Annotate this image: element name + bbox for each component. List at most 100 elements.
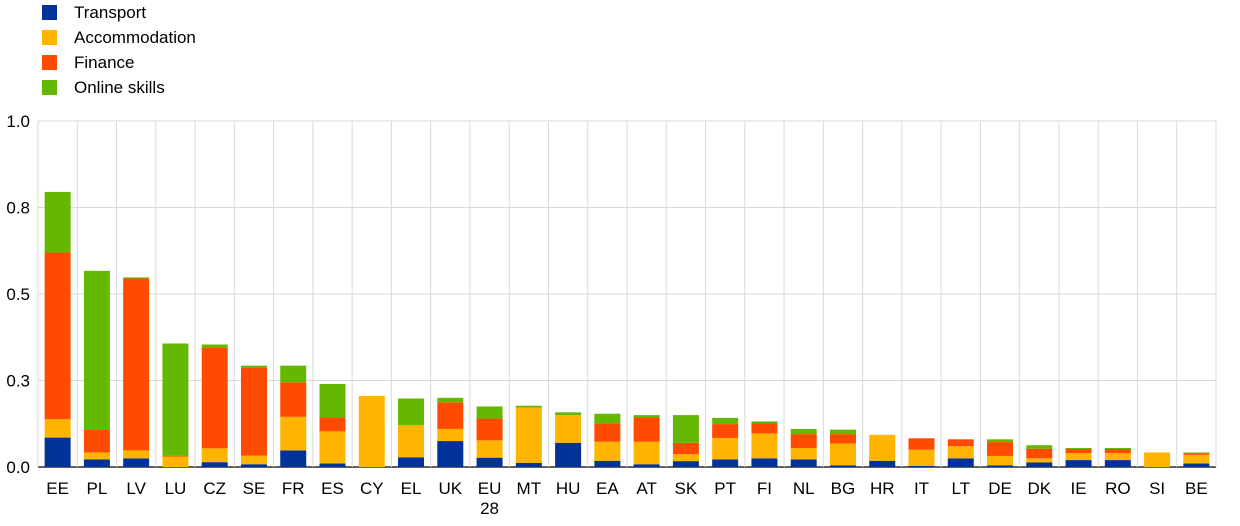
bar-transport-mt bbox=[515, 462, 542, 467]
bar-finance-uk bbox=[437, 402, 464, 429]
legend-item-accommodation: Accommodation bbox=[42, 25, 196, 50]
bar-accommodation-de bbox=[987, 455, 1014, 466]
bar-online-skills-de bbox=[987, 439, 1014, 443]
x-tick-label: SI bbox=[1149, 479, 1165, 498]
bar-online-skills-dk bbox=[1026, 445, 1053, 449]
legend-item-finance: Finance bbox=[42, 50, 196, 75]
bar-transport-dk bbox=[1026, 462, 1053, 467]
x-tick-label: CZ bbox=[203, 479, 226, 498]
bar-finance-ee bbox=[44, 252, 71, 420]
bar-accommodation-be bbox=[1183, 454, 1210, 464]
bar-online-skills-fr bbox=[280, 365, 307, 383]
x-tick-label: 28 bbox=[480, 499, 499, 518]
bar-transport-sk bbox=[672, 461, 699, 467]
legend-swatch-accommodation bbox=[42, 30, 57, 45]
x-tick-label: IT bbox=[914, 479, 929, 498]
x-tick-label: FR bbox=[282, 479, 305, 498]
bar-finance-be bbox=[1183, 453, 1210, 455]
bar-transport-bg bbox=[829, 465, 856, 467]
bar-accommodation-cy bbox=[358, 396, 385, 467]
x-tick-label: HU bbox=[556, 479, 581, 498]
bar-transport-de bbox=[987, 465, 1014, 467]
x-tick-label: EA bbox=[596, 479, 619, 498]
bar-online-skills-ro bbox=[1104, 447, 1131, 450]
bar-transport-hu bbox=[555, 442, 582, 467]
bar-finance-se bbox=[240, 367, 267, 456]
bar-finance-ro bbox=[1104, 449, 1131, 454]
x-tick-label: HR bbox=[870, 479, 895, 498]
bar-finance-bg bbox=[829, 434, 856, 444]
bar-online-skills-ea bbox=[594, 413, 621, 424]
bar-online-skills-ee bbox=[44, 191, 71, 253]
bar-finance-dk bbox=[1026, 448, 1053, 459]
legend-label-transport: Transport bbox=[74, 3, 147, 22]
bar-online-skills-pl bbox=[83, 270, 110, 430]
x-tick-label: PT bbox=[714, 479, 736, 498]
bar-transport-se bbox=[240, 464, 267, 467]
x-tick-label: DE bbox=[988, 479, 1012, 498]
legend-swatch-online-skills bbox=[42, 80, 57, 95]
bar-finance-eu-28 bbox=[476, 418, 503, 441]
bar-accommodation-sk bbox=[672, 454, 699, 462]
x-tick-label: RO bbox=[1105, 479, 1131, 498]
bar-accommodation-si bbox=[1144, 452, 1171, 467]
bar-online-skills-be bbox=[1183, 452, 1210, 454]
bar-accommodation-at bbox=[633, 441, 660, 465]
x-tick-label: MT bbox=[517, 479, 542, 498]
bar-accommodation-dk bbox=[1026, 458, 1053, 463]
bar-finance-lu bbox=[162, 455, 189, 457]
legend-label-online-skills: Online skills bbox=[74, 78, 165, 97]
x-tick-label: DK bbox=[1027, 479, 1051, 498]
bar-accommodation-se bbox=[240, 455, 267, 465]
bar-finance-cz bbox=[201, 347, 228, 449]
bar-transport-at bbox=[633, 464, 660, 467]
x-tick-label: LV bbox=[126, 479, 146, 498]
bar-transport-lv bbox=[123, 458, 150, 467]
bar-online-skills-sk bbox=[672, 415, 699, 443]
bar-online-skills-nl bbox=[790, 428, 817, 435]
bar-accommodation-el bbox=[398, 425, 425, 458]
bar-online-skills-fi bbox=[751, 421, 778, 424]
y-tick-label: 0.3 bbox=[6, 372, 30, 391]
bar-finance-at bbox=[633, 417, 660, 442]
bar-accommodation-hu bbox=[555, 415, 582, 443]
x-tick-label: PL bbox=[87, 479, 108, 498]
bar-transport-ro bbox=[1104, 460, 1131, 467]
bar-online-skills-at bbox=[633, 415, 660, 418]
x-tick-label: FI bbox=[757, 479, 772, 498]
bar-transport-ee bbox=[44, 437, 71, 467]
bar-finance-pl bbox=[83, 429, 110, 453]
y-axis-ticks: 0.0 0.3 0.5 0.8 1.0 bbox=[6, 112, 30, 477]
bar-transport-pt bbox=[712, 459, 739, 467]
x-tick-label: LT bbox=[951, 479, 970, 498]
bar-online-skills-hu bbox=[555, 412, 582, 416]
x-tick-label: ES bbox=[321, 479, 344, 498]
bar-accommodation-mt bbox=[515, 407, 542, 463]
legend-label-finance: Finance bbox=[74, 53, 135, 72]
bar-accommodation-ee bbox=[44, 419, 71, 438]
bar-online-skills-pt bbox=[712, 417, 739, 425]
x-tick-label: IE bbox=[1071, 479, 1087, 498]
bar-finance-ie bbox=[1065, 449, 1092, 454]
bar-transport-cz bbox=[201, 462, 228, 467]
bar-transport-el bbox=[398, 457, 425, 467]
bar-accommodation-lu bbox=[162, 456, 189, 467]
bar-transport-es bbox=[319, 463, 346, 467]
x-tick-label: AT bbox=[636, 479, 656, 498]
bar-accommodation-hr bbox=[869, 434, 896, 461]
legend-label-accommodation: Accommodation bbox=[74, 28, 196, 47]
bar-accommodation-bg bbox=[829, 443, 856, 466]
bar-accommodation-uk bbox=[437, 428, 464, 442]
y-tick-label: 0.0 bbox=[6, 458, 30, 477]
bar-accommodation-es bbox=[319, 431, 346, 464]
bar-accommodation-ea bbox=[594, 441, 621, 461]
bar-accommodation-pl bbox=[83, 452, 110, 460]
bar-transport-uk bbox=[437, 441, 464, 467]
x-tick-label: EU bbox=[478, 479, 502, 498]
y-tick-label: 1.0 bbox=[6, 112, 30, 131]
bar-online-skills-mt bbox=[515, 405, 542, 408]
bar-finance-nl bbox=[790, 434, 817, 448]
bar-online-skills-eu-28 bbox=[476, 406, 503, 419]
bar-online-skills-lv bbox=[123, 277, 150, 279]
